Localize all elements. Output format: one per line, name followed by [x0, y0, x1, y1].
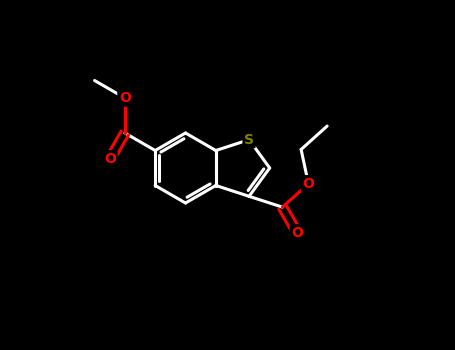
Text: O: O: [291, 226, 303, 240]
Text: S: S: [244, 133, 254, 147]
Text: O: O: [303, 177, 314, 191]
Text: O: O: [119, 91, 131, 105]
Text: O: O: [104, 152, 116, 166]
